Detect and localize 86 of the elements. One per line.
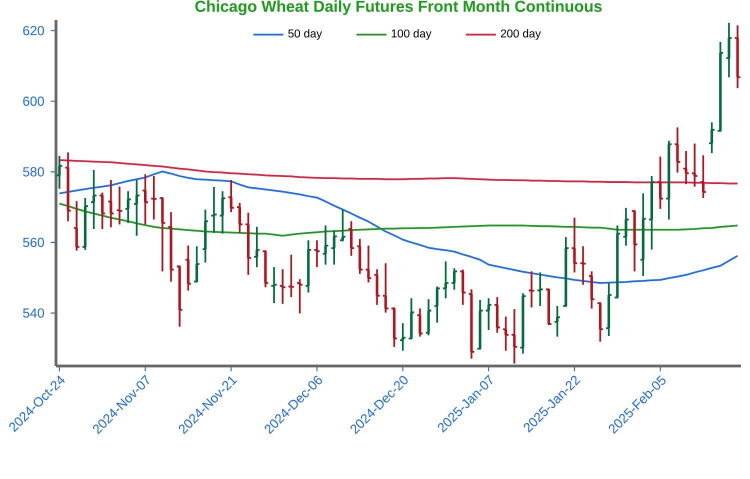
candlestick bbox=[700, 154, 707, 199]
candlestick bbox=[270, 266, 278, 304]
candlestick bbox=[656, 156, 664, 210]
candlestick bbox=[468, 288, 476, 360]
candlestick bbox=[390, 306, 398, 348]
candlestick bbox=[227, 179, 235, 213]
candlestick bbox=[459, 268, 467, 306]
candlestick bbox=[588, 270, 596, 310]
candlestick bbox=[202, 208, 209, 264]
candlestick bbox=[244, 212, 252, 276]
y-tick-label: 580 bbox=[23, 167, 44, 176]
candlestick bbox=[494, 296, 501, 334]
candlestick bbox=[373, 268, 381, 306]
candlestick bbox=[682, 150, 690, 186]
candlestick bbox=[278, 268, 286, 305]
candlestick bbox=[382, 262, 390, 314]
candlestick bbox=[330, 230, 338, 266]
candlestick bbox=[605, 282, 612, 337]
candlestick bbox=[442, 260, 450, 300]
candlestick bbox=[725, 22, 733, 78]
candlestick bbox=[356, 238, 364, 275]
candlestick bbox=[90, 169, 98, 230]
candlestick bbox=[640, 192, 647, 277]
candlestick bbox=[158, 197, 166, 272]
candlestick bbox=[210, 186, 218, 234]
candlestick bbox=[450, 267, 458, 291]
candlestick bbox=[648, 175, 656, 250]
candlestick bbox=[72, 200, 80, 252]
y-tick-label: 540 bbox=[23, 308, 44, 318]
candlestick bbox=[424, 298, 432, 336]
candlestick bbox=[536, 272, 544, 307]
y-tick-label: 560 bbox=[23, 238, 44, 248]
candlestick bbox=[674, 126, 682, 174]
candlestick bbox=[622, 206, 630, 246]
candlestick bbox=[348, 220, 355, 257]
candlestick bbox=[322, 224, 330, 266]
candlestick bbox=[262, 249, 270, 288]
candlestick bbox=[64, 152, 72, 222]
candlestick bbox=[434, 286, 441, 324]
legend-label: 50 day bbox=[288, 29, 322, 40]
candlestick bbox=[296, 278, 304, 314]
y-tick-label: 620 bbox=[23, 26, 44, 36]
candlestick bbox=[82, 197, 89, 251]
candlestick bbox=[364, 244, 372, 284]
candlestick bbox=[184, 244, 192, 292]
candlestick bbox=[124, 190, 132, 224]
candlestick bbox=[116, 186, 124, 226]
candlestick bbox=[708, 122, 716, 154]
candlestick bbox=[716, 41, 724, 132]
candlestick bbox=[304, 239, 312, 294]
candlestick bbox=[56, 155, 64, 190]
candlestick bbox=[528, 270, 536, 308]
candlestick bbox=[133, 179, 140, 237]
candlestick bbox=[596, 302, 604, 343]
legend-label: 100 day bbox=[392, 29, 432, 40]
candlestick bbox=[399, 322, 406, 352]
candlestick bbox=[630, 209, 638, 272]
chart-title: Chicago Wheat Daily Futures Front Month Continuous bbox=[195, 0, 602, 16]
candlestick bbox=[313, 239, 321, 268]
candlestick bbox=[193, 245, 200, 282]
candlestick bbox=[734, 24, 742, 90]
candlestick bbox=[176, 264, 184, 328]
candlestick bbox=[236, 202, 244, 234]
candlestick bbox=[107, 179, 115, 228]
candlestick bbox=[510, 308, 518, 364]
candlestick bbox=[416, 308, 424, 338]
candlestick bbox=[579, 245, 587, 286]
candlestick bbox=[253, 226, 260, 268]
candlestick bbox=[476, 299, 484, 350]
candlestick bbox=[485, 297, 492, 331]
candlestick bbox=[167, 211, 175, 282]
candlestick bbox=[288, 254, 295, 298]
candlestick bbox=[98, 192, 106, 230]
candlestick bbox=[691, 142, 698, 188]
candlestick bbox=[218, 190, 226, 234]
candlestick bbox=[554, 305, 561, 338]
y-tick-label: 600 bbox=[23, 96, 44, 106]
candlestick bbox=[665, 140, 673, 220]
candlestick bbox=[142, 173, 149, 226]
candlestick bbox=[150, 175, 158, 220]
candlestick bbox=[339, 208, 346, 242]
legend-label: 200 day bbox=[500, 29, 541, 40]
candlestick bbox=[570, 216, 578, 274]
candlestick bbox=[502, 316, 510, 352]
candlestick bbox=[408, 297, 416, 340]
candlestick bbox=[519, 292, 527, 355]
